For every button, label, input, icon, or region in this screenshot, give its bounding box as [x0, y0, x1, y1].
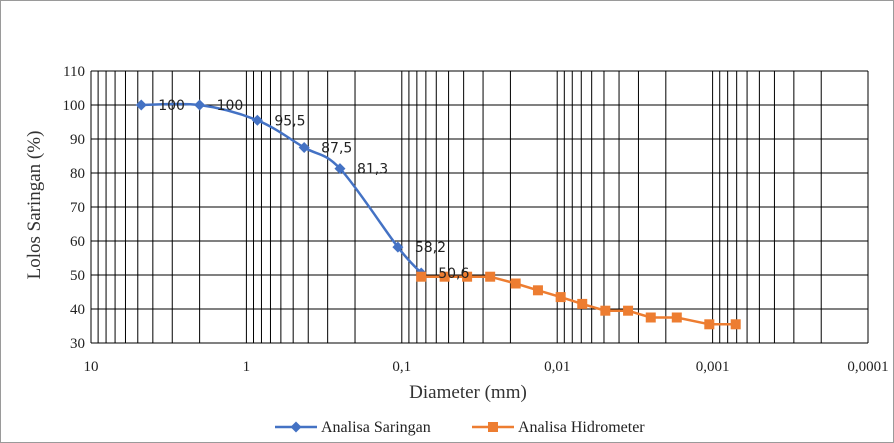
y-tick-label: 60 [70, 234, 85, 250]
data-point[interactable] [298, 142, 310, 153]
data-point[interactable] [623, 305, 634, 316]
series-analisa-hidrometer [416, 271, 741, 330]
x-tick-label: 0,001 [696, 359, 730, 375]
y-tick-label: 90 [70, 132, 85, 148]
data-point[interactable] [645, 312, 656, 323]
x-tick-labels: 10 1 0,1 0,01 0,001 0,0001 [84, 359, 889, 375]
data-point[interactable] [485, 271, 496, 282]
legend-label-hidrometer: Analisa Hidrometer [518, 419, 645, 436]
y-tick-label: 100 [63, 98, 86, 114]
data-labels: 100 100 95,5 87,5 81,3 58,2 50,6 [158, 98, 469, 282]
data-point[interactable] [600, 305, 611, 316]
y-tick-label: 80 [70, 166, 85, 182]
x-tick-label: 1 [243, 359, 251, 375]
data-label: 100 [158, 98, 185, 114]
data-point[interactable] [439, 271, 450, 282]
data-point[interactable] [334, 163, 346, 175]
y-axis-title: Lolos Saringan (%) [24, 131, 45, 280]
data-point[interactable] [416, 271, 427, 282]
data-point[interactable] [532, 285, 543, 296]
data-point[interactable] [510, 278, 521, 289]
data-label: 50,6 [438, 266, 469, 282]
data-point[interactable] [462, 271, 473, 282]
legend-item-analisa-hidrometer[interactable]: Analisa Hidrometer [472, 419, 645, 436]
data-label: 87,5 [321, 141, 352, 157]
data-label: 100 [217, 98, 244, 114]
data-label: 81,3 [357, 162, 388, 178]
data-point[interactable] [704, 319, 715, 330]
legend: Analisa Saringan Analisa Hidrometer [275, 419, 645, 436]
y-tick-label: 50 [70, 268, 85, 284]
data-point[interactable] [577, 298, 588, 309]
legend-marker-hidrometer [488, 422, 498, 432]
x-tick-label: 10 [84, 359, 99, 375]
y-tick-label: 70 [70, 200, 85, 216]
legend-marker-saringan [290, 421, 302, 433]
data-point[interactable] [671, 312, 682, 323]
data-label: 58,2 [415, 240, 446, 256]
grid-lines [90, 70, 869, 344]
data-point[interactable] [555, 292, 566, 303]
x-tick-label: 0,01 [544, 359, 570, 375]
data-point[interactable] [392, 241, 404, 253]
x-axis-title: Diameter (mm) [409, 382, 527, 403]
data-point[interactable] [730, 319, 741, 330]
data-point[interactable] [251, 114, 263, 126]
y-tick-label: 40 [70, 302, 85, 318]
x-tick-label: 0,1 [392, 359, 411, 375]
legend-label-saringan: Analisa Saringan [321, 419, 431, 436]
y-tick-label: 30 [70, 336, 85, 352]
legend-item-analisa-saringan[interactable]: Analisa Saringan [275, 419, 431, 436]
series-layer [135, 99, 741, 330]
y-tick-labels: 30 40 50 60 70 80 90 100 110 [63, 64, 86, 352]
y-tick-label: 110 [63, 64, 85, 80]
data-point[interactable] [194, 99, 206, 111]
data-point[interactable] [135, 99, 147, 111]
x-tick-label: 0,0001 [847, 359, 888, 375]
data-label: 95,5 [274, 113, 305, 129]
